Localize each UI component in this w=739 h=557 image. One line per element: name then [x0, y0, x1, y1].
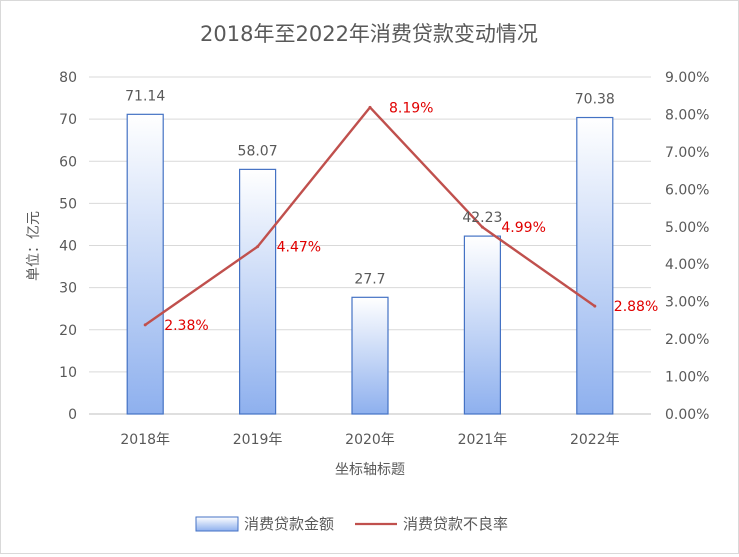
- bar: [239, 168, 277, 415]
- x-tick-label: 2018年: [120, 432, 170, 448]
- line-point: [593, 304, 597, 308]
- line-data-labels: 2.38% 4.47% 8.19% 4.99% 2.88%: [164, 100, 658, 334]
- x-tick-label: 2021年: [458, 432, 508, 448]
- line-value-label: 4.47%: [277, 240, 321, 256]
- bar: [576, 116, 614, 415]
- line-point: [480, 225, 484, 229]
- line-value-label: 4.99%: [501, 220, 545, 236]
- y-axis-right-ticks: 0.00% 1.00% 2.00% 3.00% 4.00% 5.00% 6.00% 7.00%…: [665, 70, 709, 423]
- y2-tick-label: 2.00%: [665, 332, 709, 348]
- x-axis-label: 坐标轴标题: [335, 462, 405, 478]
- bar-value-label: 70.38: [575, 92, 615, 108]
- y2-tick-label: 5.00%: [665, 220, 709, 236]
- line-value-label: 2.88%: [614, 299, 658, 315]
- grid-lines: [89, 76, 651, 415]
- y-tick-label: 30: [59, 281, 77, 297]
- bar-value-label: 27.7: [354, 271, 385, 287]
- y-tick-label: 10: [59, 365, 77, 381]
- y2-tick-label: 4.00%: [665, 257, 709, 273]
- y2-tick-label: 1.00%: [665, 370, 709, 386]
- y-tick-label: 40: [59, 239, 77, 255]
- y-tick-label: 60: [59, 154, 77, 170]
- line-value-label: 2.38%: [164, 318, 208, 334]
- line-value-label: 8.19%: [389, 100, 433, 116]
- y-tick-label: 80: [59, 70, 77, 86]
- bar-value-label: 71.14: [125, 88, 165, 104]
- y2-tick-label: 9.00%: [665, 70, 709, 86]
- bar-value-label: 58.07: [238, 143, 278, 159]
- bar: [463, 235, 501, 415]
- y2-tick-label: 7.00%: [665, 145, 709, 161]
- line-point: [256, 245, 260, 249]
- y-tick-label: 20: [59, 323, 77, 339]
- line-point: [368, 105, 372, 109]
- legend-label-line: 消费贷款不良率: [403, 515, 508, 533]
- chart-title: 2018年至2022年消费贷款变动情况: [200, 22, 538, 46]
- line-series: [143, 105, 597, 327]
- y-tick-label: 70: [59, 112, 77, 128]
- legend: 消费贷款金额 消费贷款不良率: [195, 515, 508, 533]
- x-axis-ticks: 2018年 2019年 2020年 2021年 2022年: [120, 432, 619, 448]
- line-path: [144, 106, 596, 326]
- x-tick-label: 2022年: [570, 432, 620, 448]
- bar: [126, 113, 164, 415]
- y2-tick-label: 0.00%: [665, 407, 709, 423]
- y-axis-left-ticks: 0 10 20 30 40 50 60 70 80: [59, 70, 77, 423]
- bar-series: [126, 113, 614, 415]
- bar-data-labels: 71.14 58.07 27.7 42.23 70.38: [125, 88, 615, 287]
- bar-value-label: 42.23: [462, 210, 502, 226]
- y-axis-label: 单位：亿元: [26, 211, 42, 281]
- x-tick-label: 2019年: [233, 432, 283, 448]
- y2-tick-label: 8.00%: [665, 107, 709, 123]
- bar: [351, 296, 389, 415]
- y-tick-label: 0: [68, 407, 77, 423]
- y-tick-label: 50: [59, 196, 77, 212]
- legend-swatch-bar: [195, 516, 239, 532]
- legend-label-bar: 消费贷款金额: [244, 515, 334, 533]
- x-tick-label: 2020年: [345, 432, 395, 448]
- y2-tick-label: 6.00%: [665, 182, 709, 198]
- y2-tick-label: 3.00%: [665, 295, 709, 311]
- line-point: [143, 323, 147, 327]
